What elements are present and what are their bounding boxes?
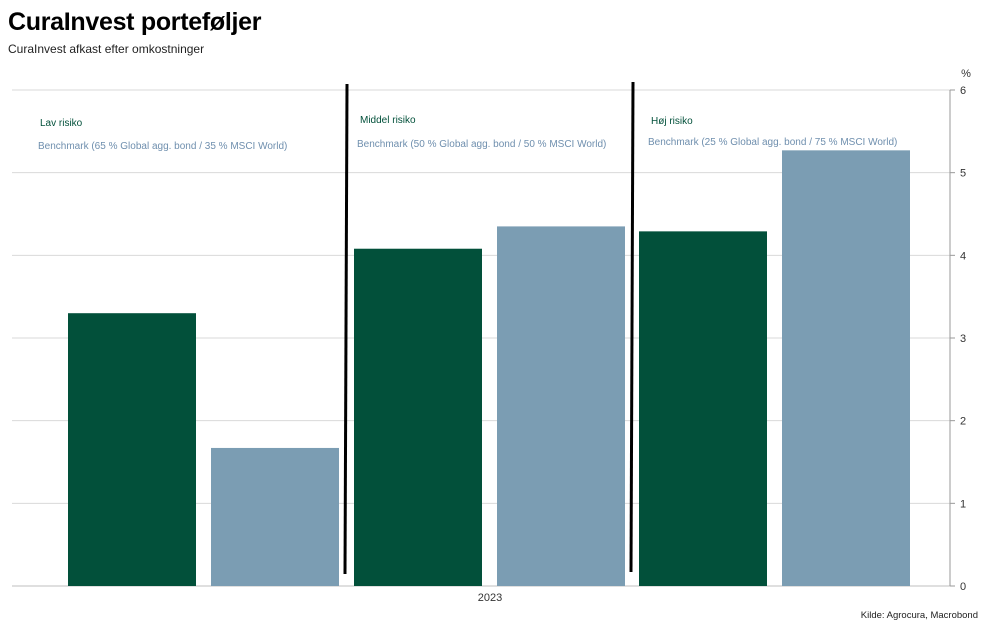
benchmark-series-label: Benchmark (50 % Global agg. bond / 50 % … bbox=[357, 139, 606, 150]
group-dividers bbox=[343, 81, 635, 575]
chart-title: CuraInvest porteføljer bbox=[8, 8, 262, 36]
benchmark-bar bbox=[782, 150, 910, 586]
y-tick-label: 4 bbox=[960, 250, 966, 262]
portfolio-series-label: Middel risiko bbox=[360, 115, 416, 126]
benchmark-bar bbox=[497, 226, 625, 586]
y-tick-label: 0 bbox=[960, 581, 966, 593]
portfolio-series-label: Høj risiko bbox=[651, 116, 693, 127]
divider-line bbox=[343, 83, 349, 575]
portfolio-bar bbox=[354, 248, 482, 586]
portfolio-series-label: Lav risiko bbox=[40, 118, 83, 129]
benchmark-series-label: Benchmark (25 % Global agg. bond / 75 % … bbox=[648, 137, 897, 148]
portfolio-bar bbox=[68, 313, 196, 586]
y-tick-label: 1 bbox=[960, 498, 966, 510]
series-labels: Lav risiko Benchmark (65 % Global agg. bo… bbox=[38, 115, 897, 152]
y-tick-label: 5 bbox=[960, 168, 966, 180]
divider-line bbox=[629, 81, 635, 573]
y-axis: 0 1 2 3 4 5 6 bbox=[949, 85, 966, 593]
y-tick-label: 3 bbox=[960, 333, 966, 345]
y-tick-label: 2 bbox=[960, 416, 966, 428]
bars bbox=[68, 150, 910, 587]
y-tick-label: 6 bbox=[960, 85, 966, 97]
benchmark-series-label: Benchmark (65 % Global agg. bond / 35 % … bbox=[38, 141, 287, 152]
benchmark-bar bbox=[211, 447, 339, 586]
portfolio-bar bbox=[639, 231, 767, 587]
x-category-label: 2023 bbox=[478, 592, 502, 604]
chart-subtitle: CuraInvest afkast efter omkostninger bbox=[8, 42, 205, 56]
y-unit-label: % bbox=[961, 68, 971, 80]
source-note: Kilde: Agrocura, Macrobond bbox=[860, 610, 978, 621]
